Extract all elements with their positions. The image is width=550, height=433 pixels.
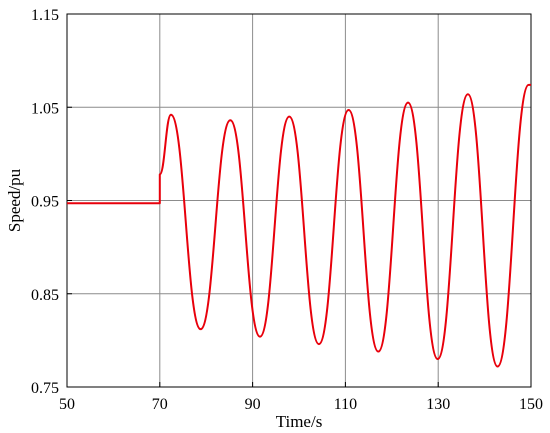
series-line-0: [67, 83, 531, 368]
x-axis-label: Time/s: [276, 412, 323, 431]
x-tick-label: 90: [245, 396, 261, 413]
y-axis-label: Speed/pu: [5, 168, 24, 232]
x-tick-label: 130: [426, 396, 450, 413]
y-tick-label: 0.75: [31, 380, 59, 397]
x-tick-label: 70: [152, 396, 168, 413]
y-tick-label: 1.05: [31, 100, 59, 117]
x-tick-label: 110: [334, 396, 357, 413]
x-tick-label: 150: [519, 396, 543, 413]
y-tick-label: 1.15: [31, 7, 59, 24]
grid: [67, 14, 531, 387]
series-group: [67, 83, 531, 368]
x-tick-label: 50: [59, 396, 75, 413]
axis-ticks: 50 70 90 110 130 150 0.75 0.85 0.95 1.05 1.15: [31, 7, 543, 413]
y-tick-label: 0.95: [31, 194, 59, 211]
y-tick-label: 0.85: [31, 287, 59, 304]
